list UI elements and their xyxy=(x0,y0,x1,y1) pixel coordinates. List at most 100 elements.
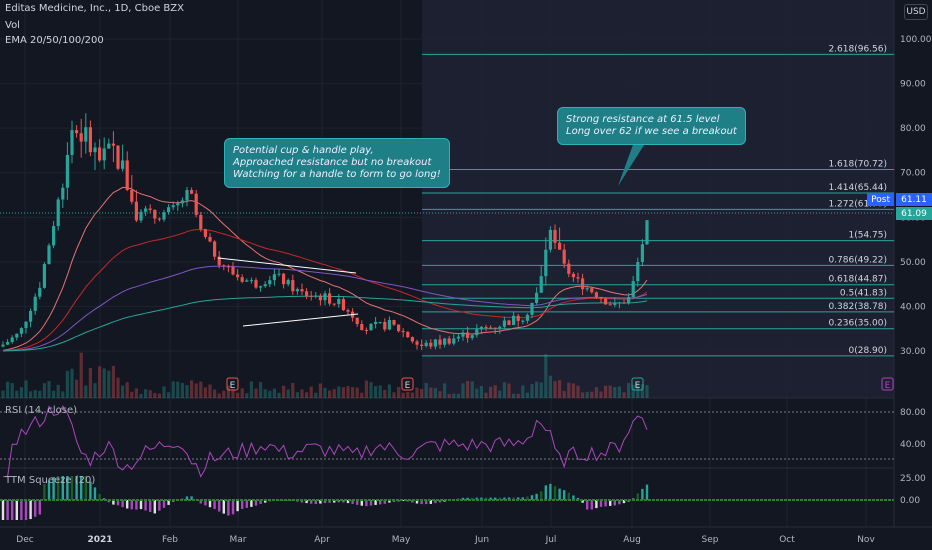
ema-legend[interactable]: EMA 20/50/100/200 xyxy=(5,35,104,46)
volume-bar xyxy=(415,387,419,398)
callout-cup-handle[interactable]: Potential cup & handle play, Approached … xyxy=(224,138,450,188)
ttm-bar xyxy=(15,500,18,520)
post-price-tag: 61.11 xyxy=(896,193,932,206)
rsi-legend[interactable]: RSI (14, close) xyxy=(5,405,78,416)
ttm-bar xyxy=(213,500,216,510)
volume-bar xyxy=(645,385,649,398)
ttm-bar xyxy=(254,500,258,506)
ttm-bar xyxy=(319,500,322,504)
candle-body xyxy=(535,292,539,303)
volume-bar xyxy=(213,389,217,398)
candle-body xyxy=(318,295,322,301)
ttm-bar xyxy=(374,500,377,505)
callout-pointer xyxy=(618,142,646,186)
ttm-bar xyxy=(112,500,115,505)
volume-bar xyxy=(249,381,253,398)
volume-bar xyxy=(222,390,226,398)
volume-bar xyxy=(171,381,175,398)
candle-body xyxy=(153,209,157,219)
candle-body xyxy=(42,264,46,288)
volume-bar xyxy=(374,386,378,398)
ttm-bar xyxy=(383,500,386,504)
candle-body xyxy=(466,332,470,338)
candle-body xyxy=(240,277,244,282)
callout-resistance[interactable]: Strong resistance at 61.5 level Long ove… xyxy=(557,107,746,145)
ttm-bar xyxy=(517,497,520,500)
post-market-label: Post xyxy=(867,193,894,206)
volume-bar xyxy=(157,393,161,398)
volume-bar xyxy=(571,383,575,398)
currency-button[interactable]: USD xyxy=(904,4,928,20)
volume-bar xyxy=(84,385,88,398)
candle-body xyxy=(323,293,327,301)
candle-body xyxy=(512,315,516,326)
candle-body xyxy=(10,337,14,343)
ttm-bar xyxy=(572,495,575,500)
ttm-bar xyxy=(429,500,432,504)
ttm-legend[interactable]: TTM Squeeze (20) xyxy=(5,475,96,486)
ttm-bar xyxy=(245,500,248,508)
candle-body xyxy=(475,329,479,336)
fib-level-label: 1(54.75) xyxy=(848,231,887,241)
candle-body xyxy=(180,200,184,204)
volume-bar xyxy=(466,380,470,398)
ema-20-line xyxy=(2,186,648,351)
candle-body xyxy=(420,344,424,347)
volume-bar xyxy=(300,389,304,398)
volume-bar xyxy=(530,384,534,398)
candle-body xyxy=(130,189,134,202)
candle-body xyxy=(231,266,235,275)
volume-bar xyxy=(355,387,359,398)
candle-body xyxy=(314,295,318,297)
candle-body xyxy=(337,298,341,305)
candle-body xyxy=(406,331,410,338)
volume-bar xyxy=(406,391,410,398)
candle-body xyxy=(203,229,207,237)
ttm-bar xyxy=(526,496,529,500)
ttm-bar xyxy=(80,476,83,500)
volume-bar xyxy=(622,392,626,398)
earnings-marker-label: E xyxy=(230,381,236,391)
ttm-bar xyxy=(153,500,156,514)
symbol-title[interactable]: Editas Medicine, Inc., 1D, Cboe BZX xyxy=(5,3,184,14)
ttm-bar xyxy=(130,500,133,510)
volume-bar xyxy=(102,368,106,398)
volume-legend[interactable]: Vol xyxy=(5,20,20,31)
candle-body xyxy=(332,303,336,305)
ttm-bar xyxy=(89,481,92,500)
volume-bar xyxy=(98,366,102,398)
ttm-bar xyxy=(231,500,235,515)
candle-body xyxy=(134,201,138,221)
time-axis[interactable]: Dec 2021 Feb Mar Apr May Jun Jul Aug Sep Oct Nov xyxy=(16,535,875,545)
volume-bar xyxy=(56,384,60,398)
candle-body xyxy=(392,319,396,325)
ttm-bar xyxy=(61,476,64,500)
candle-body xyxy=(61,187,65,200)
volume-bar xyxy=(443,383,447,398)
candle-body xyxy=(167,207,171,213)
candle-body xyxy=(562,249,566,264)
volume-bar xyxy=(553,381,557,398)
volume-bar xyxy=(539,382,543,398)
candle-body xyxy=(387,319,391,330)
time-axis-label: Nov xyxy=(857,535,875,545)
candle-body xyxy=(410,337,414,342)
ttm-bar xyxy=(415,500,419,504)
ttm-bar xyxy=(139,500,143,510)
triangle-pattern[interactable] xyxy=(217,257,359,327)
volume-bar xyxy=(47,381,51,398)
ttm-bar xyxy=(402,500,405,502)
ttm-bar xyxy=(310,500,313,504)
candle-body xyxy=(24,321,28,329)
ttm-bar xyxy=(360,500,363,506)
candle-body xyxy=(374,321,378,324)
candle-body xyxy=(254,280,258,288)
candle-body xyxy=(627,297,631,304)
ttm-bar xyxy=(507,497,511,500)
fib-retracement[interactable]: 2.618(96.56) 1.618(70.72) 1.414(65.44) 1.27… xyxy=(422,44,894,357)
ttm-bar xyxy=(613,500,616,506)
candle-body xyxy=(125,160,129,190)
ttm-bar xyxy=(549,483,552,500)
time-axis-label: Mar xyxy=(230,535,247,545)
